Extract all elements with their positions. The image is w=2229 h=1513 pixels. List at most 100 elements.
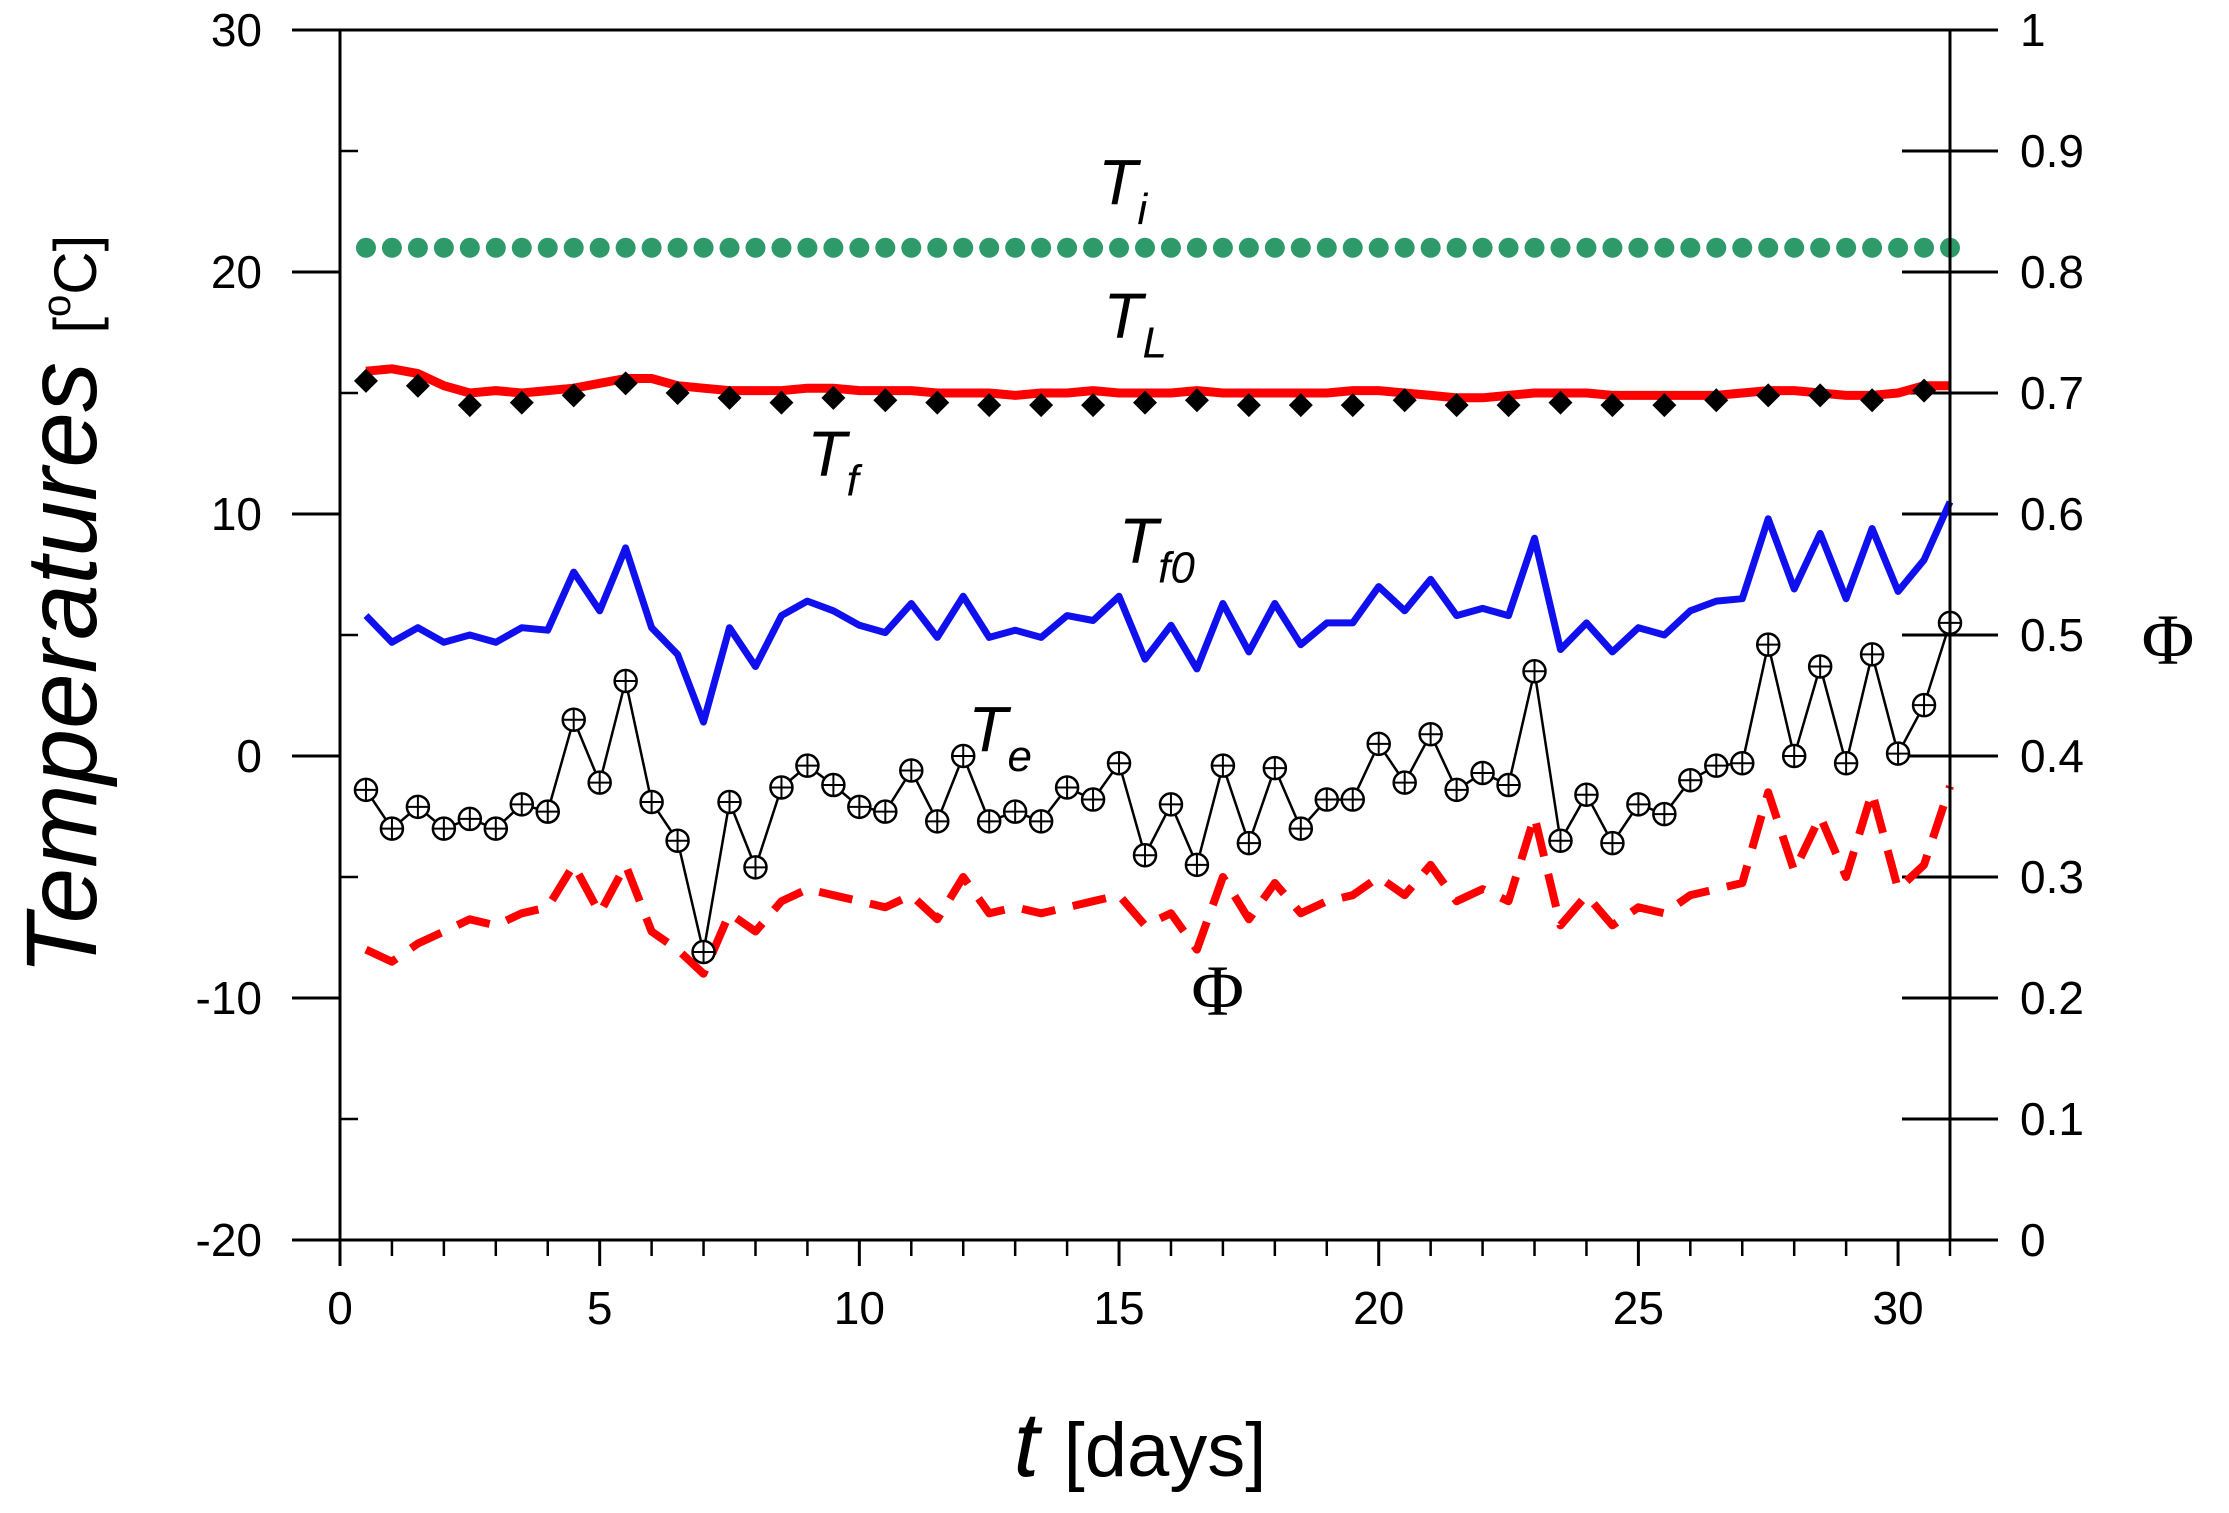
data-point-Ti [1602,237,1623,258]
series-Φ [364,785,1954,978]
data-point-Te [1470,760,1495,786]
data-point-Te [1210,753,1236,778]
data-point-Te [353,777,379,803]
data-point-Ti [875,237,896,258]
data-point-Ti [1862,237,1883,258]
data-point-Ti [1135,237,1155,258]
data-point-Te [1002,799,1028,824]
data-point-Te [899,758,924,783]
data-point-Te [665,828,690,853]
data-point-Ti [1836,237,1857,258]
data-point-Te [1184,852,1210,878]
data-point-Ti [927,237,948,258]
x-axis-var: t [1014,1394,1043,1496]
series-label-Te: Te [968,693,1032,781]
data-point-Ti [1654,237,1675,258]
data-point-Ti [901,237,922,258]
data-point-Ti [589,237,610,258]
data-point-Te [1807,654,1833,679]
data-point-Te [457,806,483,832]
data-point-Te [1704,753,1729,778]
data-point-Ti [1706,237,1727,258]
data-point-Te [1911,692,1937,718]
data-point-Ti [1160,237,1181,258]
data-point-Tf [353,368,378,393]
data-point-Te [1054,775,1080,800]
y-axis-right-title: Φ [2142,600,2195,680]
y-left-tick-label: -10 [196,972,262,1024]
series-label-main: T [1103,279,1146,351]
data-point-Te [950,743,976,769]
series-label-sub: f [847,456,864,505]
data-point-Te [405,794,431,820]
x-tick-label: 10 [834,1282,885,1334]
data-point-Te [613,668,638,694]
data-point-Ti [537,237,558,258]
series-Te [353,610,1963,965]
data-point-Te [509,792,535,817]
data-point-Tf [1081,393,1106,418]
data-point-Ti [1888,237,1909,258]
series-line-Phi [364,785,1954,978]
data-point-Ti [1758,237,1779,258]
label-layer: 0 5 10 15 20 25 30 -20 -10 0 10 20 30 0 0.1 0.2 0.3 0.4 0.… [196,4,2084,1334]
data-point-Ti [1057,237,1078,258]
data-point-Ti [615,237,636,258]
y-axis-left-title: Temperatures [oC] [6,235,118,976]
y-left-tick-label: 0 [236,730,262,782]
data-point-Te [483,816,509,841]
data-point-Ti [1031,237,1052,258]
data-point-Tf [1236,393,1261,418]
data-point-Te [431,816,457,841]
data-point-Tf [1860,388,1885,413]
data-point-Ti [979,237,1000,258]
plot-frame [338,28,1952,1242]
data-point-Ti [1550,237,1571,258]
data-point-Tf [1496,393,1521,418]
data-point-Te [1340,787,1365,812]
data-point-Ti [797,237,818,258]
data-point-Te [1730,751,1755,776]
data-point-Te [769,775,794,800]
series-label-Ti: Ti [1098,146,1148,234]
y-left-tick-label: 10 [211,488,262,540]
data-point-Te [743,855,768,880]
data-point-Ti [1446,237,1467,258]
y-axis-left-unit-degree: o [35,295,79,317]
y-right-tick-label: 0 [2020,1214,2046,1266]
data-point-Ti [823,237,844,258]
data-point-Ti [641,237,662,258]
data-point-Ti [1342,237,1363,258]
data-point-Ti [719,237,740,258]
series-Tf [353,368,1937,418]
data-point-Te [1444,777,1469,803]
y-right-tick-label: 0.6 [2020,488,2084,540]
data-point-Te [925,809,950,834]
data-point-Te [1600,830,1625,856]
y-right-tick-label: 0.5 [2020,609,2084,661]
data-point-Ti [1732,237,1753,258]
data-point-Te [1859,642,1885,667]
data-point-Tf [613,371,638,396]
series-layer [353,237,1963,978]
series-label-main: T [968,693,1011,765]
data-point-Te [1028,809,1054,834]
data-point-Tf [717,385,742,410]
data-point-Ti [693,237,714,258]
data-point-Te [691,939,716,965]
data-point-Te [1678,767,1703,793]
data-point-Tf [1340,393,1365,418]
x-tick-label: 5 [587,1282,613,1334]
data-point-Te [1626,792,1651,817]
data-point-Ti [433,237,454,258]
data-point-Ti [459,237,480,258]
y-right-tick-label: 1 [2020,4,2046,56]
y-right-tick-label: 0.3 [2020,851,2084,903]
data-point-Tf [925,390,950,415]
data-point-Ti [1316,237,1337,258]
data-point-Ti [1368,237,1389,258]
series-label-sub: i [1137,185,1148,234]
y-right-tick-label: 0.1 [2020,1093,2084,1145]
data-point-Ti [381,237,402,258]
x-tick-label: 30 [1872,1282,1923,1334]
